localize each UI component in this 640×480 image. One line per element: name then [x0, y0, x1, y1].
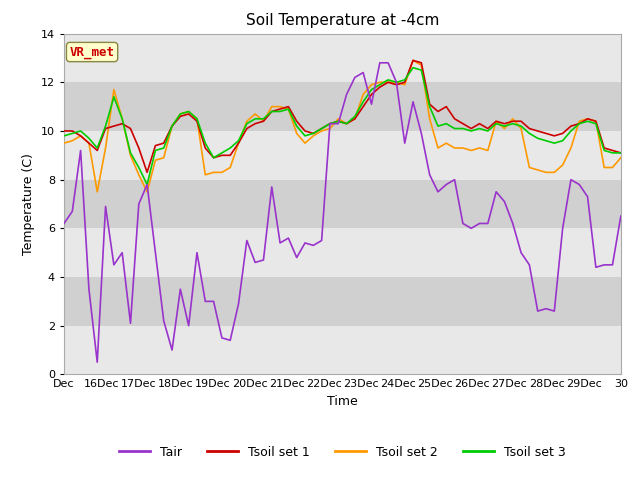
Bar: [64, 82, 621, 131]
Bar: [64, 228, 621, 277]
Title: Soil Temperature at -4cm: Soil Temperature at -4cm: [246, 13, 439, 28]
Bar: [64, 326, 621, 374]
Text: VR_met: VR_met: [70, 46, 115, 59]
Y-axis label: Temperature (C): Temperature (C): [22, 153, 35, 255]
Bar: [64, 180, 621, 228]
Bar: [64, 131, 621, 180]
X-axis label: Time: Time: [327, 395, 358, 408]
Bar: [64, 34, 621, 82]
Bar: [64, 277, 621, 326]
Legend: Tair, Tsoil set 1, Tsoil set 2, Tsoil set 3: Tair, Tsoil set 1, Tsoil set 2, Tsoil se…: [114, 441, 571, 464]
